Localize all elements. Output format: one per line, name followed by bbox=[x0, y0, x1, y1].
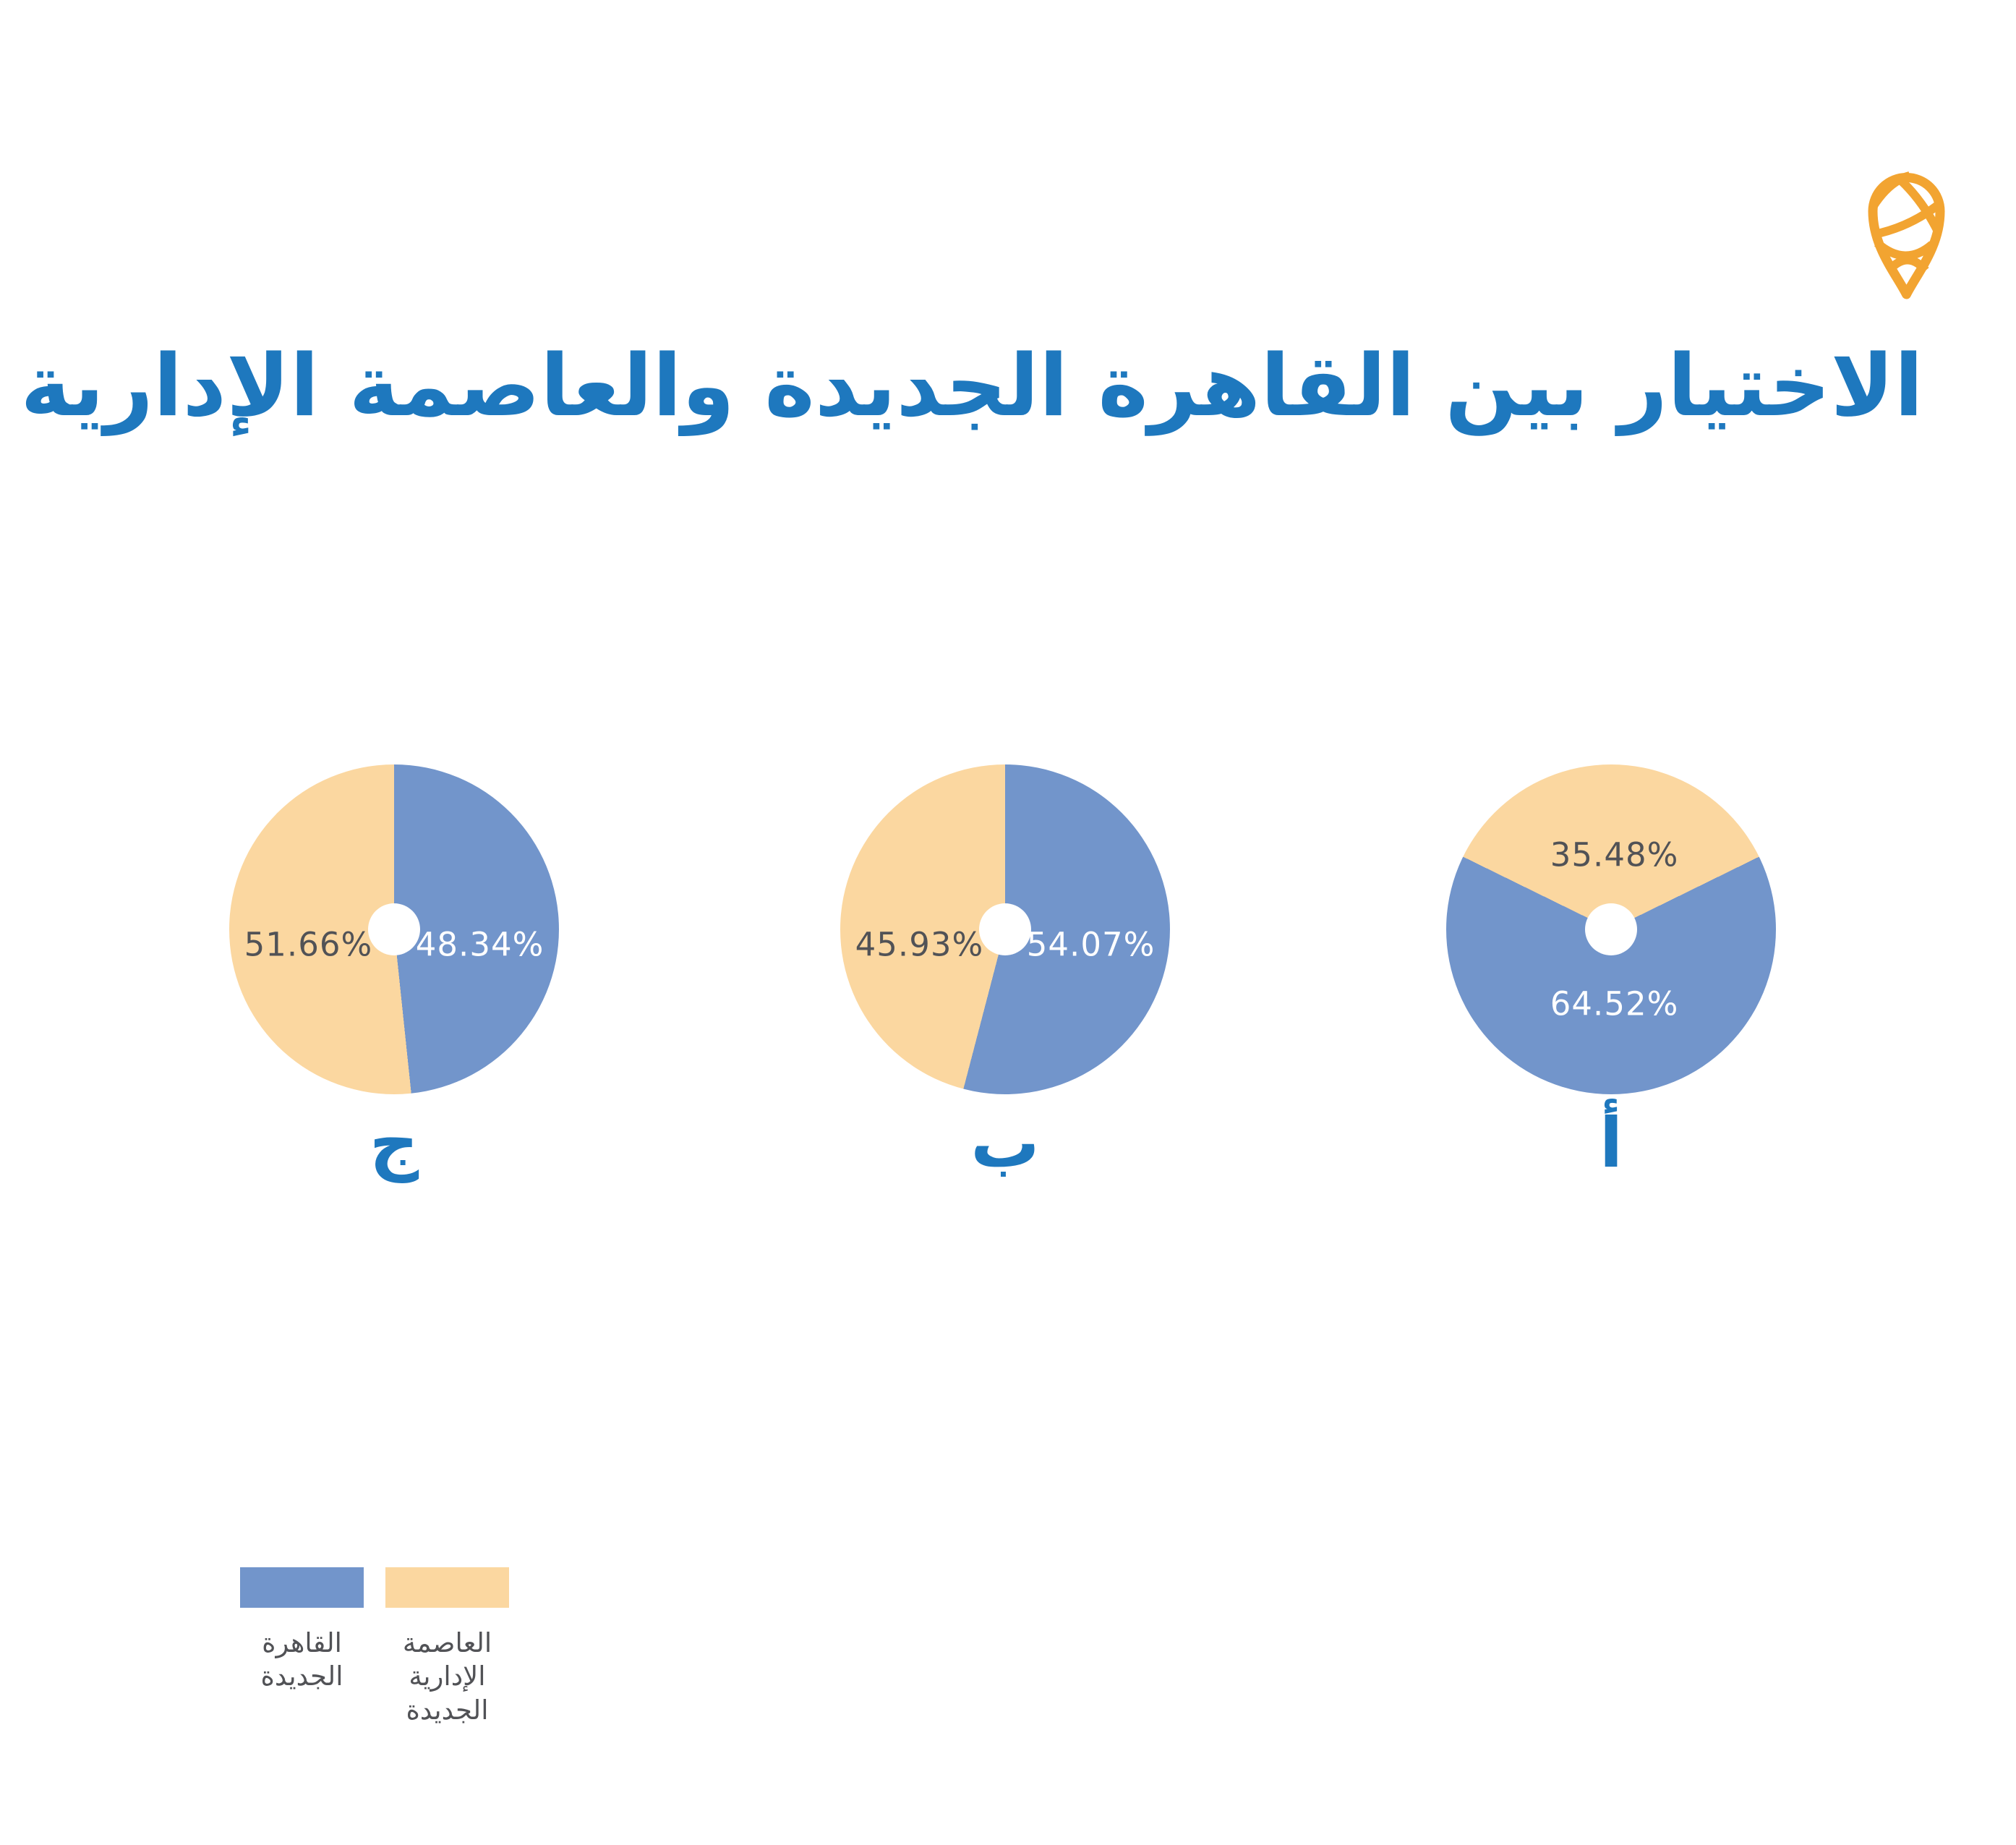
donut-chart-ba: 54.07% 45.93% ب bbox=[840, 764, 1170, 1181]
donut-hole bbox=[1585, 903, 1637, 955]
slice-value-label: 54.07% bbox=[1026, 925, 1156, 964]
legend-swatch bbox=[385, 1567, 509, 1608]
slice-value-label: 64.52% bbox=[1550, 984, 1679, 1023]
legend-swatch bbox=[240, 1567, 364, 1608]
legend-label: القاهرة الجديدة bbox=[260, 1627, 343, 1692]
donut-hole bbox=[368, 903, 420, 955]
chart-letter-label: أ bbox=[1599, 1104, 1623, 1183]
chart-letter-label: ب bbox=[970, 1104, 1040, 1183]
page-title: الاختيار بين القاهرة الجديدة والعاصمة ال… bbox=[20, 336, 1923, 435]
donut-chart-alef: 35.48% 64.52% أ bbox=[1446, 764, 1776, 1181]
donut-hole bbox=[979, 903, 1031, 955]
legend-label: العاصمة الإدارية الجديدة bbox=[402, 1627, 492, 1726]
legend-item-new-cairo: القاهرة الجديدة bbox=[240, 1567, 364, 1727]
slice-value-label: 35.48% bbox=[1550, 835, 1679, 874]
donut-chart-jeem: 48.34% 51.66% ج bbox=[229, 764, 559, 1181]
slice-value-label: 48.34% bbox=[415, 925, 544, 964]
slice-value-label: 51.66% bbox=[244, 925, 373, 964]
globe-pin-logo-icon bbox=[1868, 171, 1945, 299]
chart-letter-label: ج bbox=[369, 1104, 419, 1183]
legend-item-new-administrative-capital: العاصمة الإدارية الجديدة bbox=[385, 1567, 509, 1727]
slice-value-label: 45.93% bbox=[855, 925, 984, 964]
legend: القاهرة الجديدة العاصمة الإدارية الجديدة bbox=[240, 1567, 509, 1727]
